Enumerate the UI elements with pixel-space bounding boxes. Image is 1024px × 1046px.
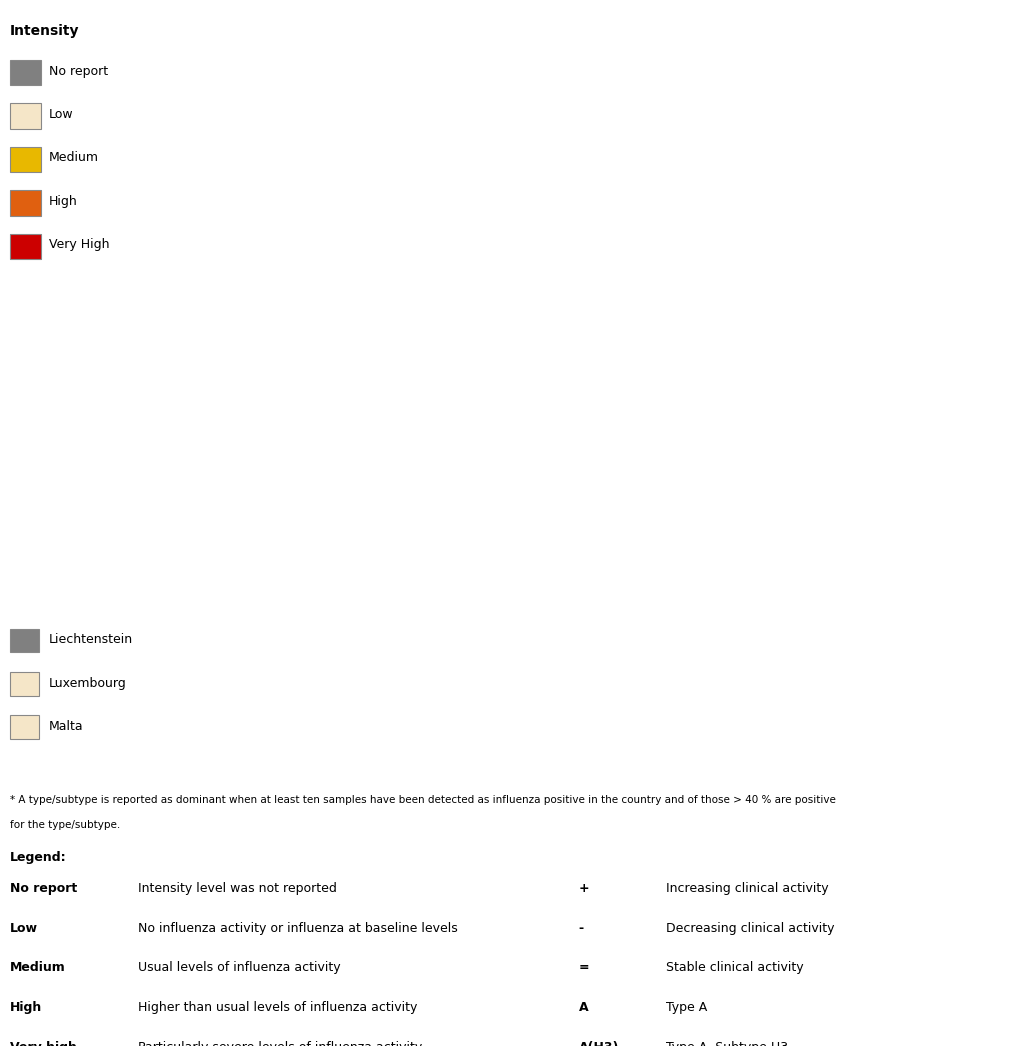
Text: No influenza activity or influenza at baseline levels: No influenza activity or influenza at ba… [138, 922, 458, 935]
Text: Luxembourg: Luxembourg [49, 677, 127, 689]
Text: Decreasing clinical activity: Decreasing clinical activity [666, 922, 835, 935]
Text: High: High [10, 1001, 42, 1015]
Text: Particularly severe levels of influenza activity: Particularly severe levels of influenza … [138, 1041, 423, 1046]
FancyBboxPatch shape [10, 673, 39, 696]
Text: Low: Low [49, 108, 74, 121]
Text: A(H3): A(H3) [579, 1041, 618, 1046]
Text: Type A, Subtype H3: Type A, Subtype H3 [666, 1041, 787, 1046]
FancyBboxPatch shape [10, 715, 39, 740]
Text: Legend:: Legend: [10, 851, 67, 864]
FancyBboxPatch shape [10, 104, 41, 129]
Text: -: - [579, 922, 584, 935]
Text: No report: No report [49, 65, 109, 77]
Text: Usual levels of influenza activity: Usual levels of influenza activity [138, 961, 341, 975]
Text: for the type/subtype.: for the type/subtype. [10, 820, 121, 831]
FancyBboxPatch shape [10, 629, 39, 653]
FancyBboxPatch shape [10, 146, 41, 173]
Text: A: A [579, 1001, 588, 1015]
Text: Type A: Type A [666, 1001, 707, 1015]
Text: Increasing clinical activity: Increasing clinical activity [666, 882, 828, 895]
Text: +: + [579, 882, 589, 895]
Text: Intensity: Intensity [10, 24, 80, 38]
Text: Very high: Very high [10, 1041, 77, 1046]
Text: Higher than usual levels of influenza activity: Higher than usual levels of influenza ac… [138, 1001, 418, 1015]
Text: Intensity level was not reported: Intensity level was not reported [138, 882, 337, 895]
Text: Malta: Malta [49, 720, 84, 733]
FancyBboxPatch shape [10, 233, 41, 259]
Text: Medium: Medium [10, 961, 66, 975]
FancyBboxPatch shape [10, 190, 41, 215]
Text: No report: No report [10, 882, 78, 895]
Text: Very High: Very High [49, 238, 110, 251]
Text: Low: Low [10, 922, 38, 935]
Text: =: = [579, 961, 589, 975]
Text: High: High [49, 195, 78, 208]
Text: * A type/subtype is reported as dominant when at least ten samples have been det: * A type/subtype is reported as dominant… [10, 795, 837, 804]
Text: Liechtenstein: Liechtenstein [49, 633, 133, 646]
Text: Stable clinical activity: Stable clinical activity [666, 961, 803, 975]
Text: Medium: Medium [49, 152, 99, 164]
FancyBboxPatch shape [10, 60, 41, 86]
